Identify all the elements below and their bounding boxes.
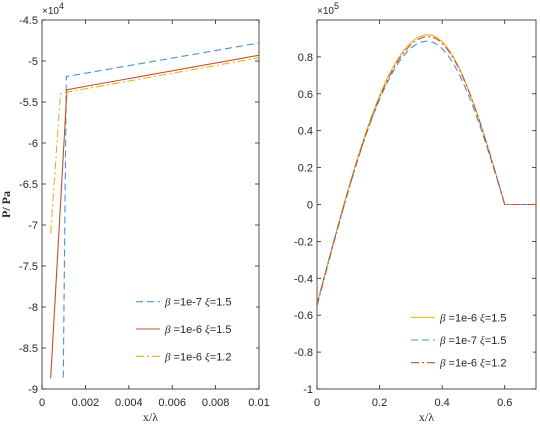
series-line-3: [50, 57, 259, 234]
legend-entry-label: β =1e-6 ξ=1.2: [164, 351, 231, 363]
y-tick-label: -6: [28, 138, 38, 150]
x-tick-label: 0.2: [372, 397, 387, 409]
x-tick-label: 0.006: [158, 397, 186, 409]
legend-entry-label: β =1e-6 ξ=1.5: [164, 324, 231, 336]
y-tick-label: -0.6: [294, 310, 313, 322]
series-line-1: [317, 34, 536, 305]
y-tick-label: 0.2: [298, 163, 313, 175]
legend: β =1e-6 ξ=1.5 β =1e-7 ξ=1.5 β =1e-6 ξ=1.2: [405, 306, 533, 374]
y-tick-label: -1: [303, 384, 313, 396]
x-tick-label: 0: [314, 397, 320, 409]
x-tick-label: 0.01: [248, 397, 269, 409]
x-tick-label: 0.008: [202, 397, 230, 409]
y-tick-label: -5: [28, 56, 38, 68]
y-tick-label: 0: [307, 200, 313, 212]
legend-entry-label: β =1e-7 ξ=1.5: [164, 297, 231, 309]
legend: β =1e-7 ξ=1.5 β =1e-6 ξ=1.5 β =1e-6 ξ=1.2: [130, 288, 256, 370]
y-exponent-label: ×105: [317, 1, 339, 17]
y-tick-label: -7: [28, 220, 38, 232]
y-tick-label: -6.5: [19, 179, 38, 191]
chart-panel-2: 0 0.2 0.4 0.6 -1 -0.8 -0.6 -0.4 -0.2 0 0.2 0.4 0.6 0.…: [294, 1, 537, 424]
y-tick-label: -7.5: [19, 261, 38, 273]
axes-box: [41, 19, 260, 390]
x-tick-label: 0.002: [72, 397, 100, 409]
x-axis-label: x/λ: [419, 410, 434, 424]
x-tick-label: 0.6: [497, 397, 512, 409]
x-axis-label: x/λ: [143, 410, 158, 424]
x-tick-label: 0.4: [434, 397, 449, 409]
y-tick-label: -8.5: [19, 343, 38, 355]
series-line-1: [62, 42, 259, 378]
legend-entry-label: β =1e-6 ξ=1.2: [439, 358, 506, 370]
y-tick-label: -8: [28, 302, 38, 314]
y-tick-label: -0.4: [294, 273, 313, 285]
y-tick-label: 0.6: [298, 89, 313, 101]
y-tick-label: -0.2: [294, 236, 313, 248]
y-tick-label: 0.8: [298, 52, 313, 64]
y-exponent-label: ×104: [42, 1, 64, 17]
y-tick-label: -0.8: [294, 347, 313, 359]
series-line-2: [317, 40, 536, 305]
y-tick-label: 0.4: [298, 126, 313, 138]
y-tick-label: -4.5: [19, 15, 38, 27]
series-line-3: [317, 36, 536, 307]
y-tick-label: -5.5: [19, 97, 38, 109]
legend-entry-label: β =1e-6 ξ=1.5: [439, 312, 506, 324]
legend-entry-label: β =1e-7 ξ=1.5: [439, 335, 506, 347]
chart-panel-1: 0 0.002 0.004 0.006 0.008 0.01 -9 -8.5 -8 -7.5 -7 -…: [0, 1, 270, 424]
x-tick-label: 0: [39, 397, 45, 409]
y-axis-label: P/ Pa: [0, 191, 13, 218]
y-tick-label: -9: [28, 384, 38, 396]
series-line-2: [50, 54, 259, 379]
x-tick-label: 0.004: [115, 397, 143, 409]
